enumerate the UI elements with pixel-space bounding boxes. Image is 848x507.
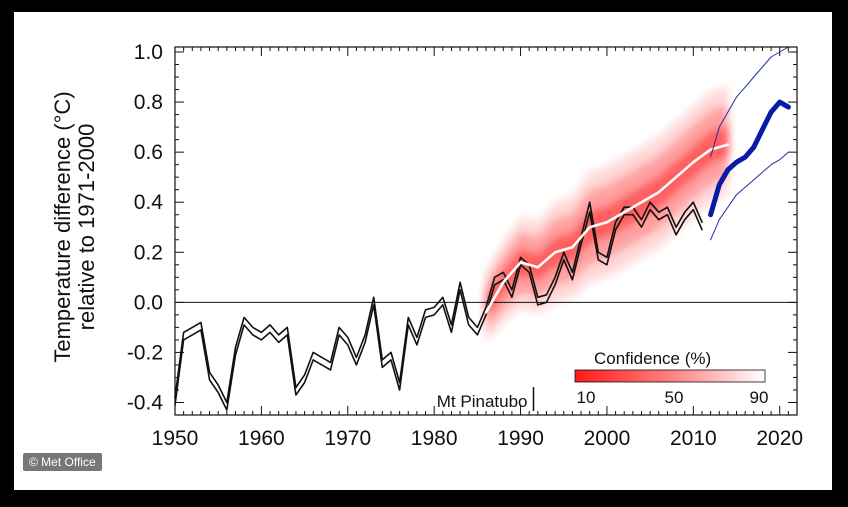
forecast-lower-line xyxy=(710,151,789,241)
x-tick-label: 1970 xyxy=(324,427,371,450)
legend-label-10: 10 xyxy=(577,388,596,407)
y-tick-label: 1.0 xyxy=(134,41,163,64)
confidence-band-layer xyxy=(175,87,797,343)
y-axis-label-line2: relative to 1971-2000 xyxy=(74,124,99,331)
x-tick-label: 2020 xyxy=(756,427,803,450)
y-tick-label: -0.4 xyxy=(127,391,164,414)
plot-area-border xyxy=(174,46,798,416)
y-tick-label: 0.4 xyxy=(134,191,164,214)
x-tick-label: 1950 xyxy=(152,427,199,450)
legend-label-50: 50 xyxy=(665,388,684,407)
observations-1-line xyxy=(174,201,703,404)
chart-frame: 1950 1960 1970 1980 1990 2000 2010 2020 -0.4 -0.2… xyxy=(14,12,832,490)
legend-label-90: 90 xyxy=(750,388,769,407)
legend-title: Confidence (%) xyxy=(594,349,711,368)
y-tick-label: -0.2 xyxy=(127,341,163,364)
temperature-chart: 1950 1960 1970 1980 1990 2000 2010 2020 -0.4 -0.2… xyxy=(50,41,803,450)
x-tick-label: 1960 xyxy=(238,427,285,450)
y-tick-label: 0.2 xyxy=(134,241,163,264)
pinatubo-label: Mt Pinatubo xyxy=(437,392,528,411)
y-tick-label: 0.6 xyxy=(134,141,163,164)
hindcast-central-estimate-line xyxy=(484,143,730,314)
legend-colorbar xyxy=(574,369,766,383)
y-tick-label: 0.0 xyxy=(134,291,163,314)
met-office-credit: © Met Office xyxy=(23,453,102,471)
x-tick-label: 1980 xyxy=(411,427,458,450)
forecast-upper-line xyxy=(710,46,789,158)
decadal-forecast-line xyxy=(708,99,791,218)
tick-labels: 1950 1960 1970 1980 1990 2000 2010 2020 -0.4 -0.2… xyxy=(127,41,803,450)
series-layer xyxy=(174,46,791,411)
x-tick-label: 1990 xyxy=(497,427,544,450)
x-tick-label: 2010 xyxy=(670,427,717,450)
x-tick-label: 2000 xyxy=(584,427,631,450)
pinatubo-annotation: Mt Pinatubo xyxy=(437,387,535,411)
observations-2-line xyxy=(174,208,703,411)
confidence-legend: Confidence (%) 10 50 90 xyxy=(574,349,769,407)
y-axis-label-line1: Temperature difference (°C) xyxy=(50,91,75,362)
y-tick-label: 0.8 xyxy=(134,91,163,114)
